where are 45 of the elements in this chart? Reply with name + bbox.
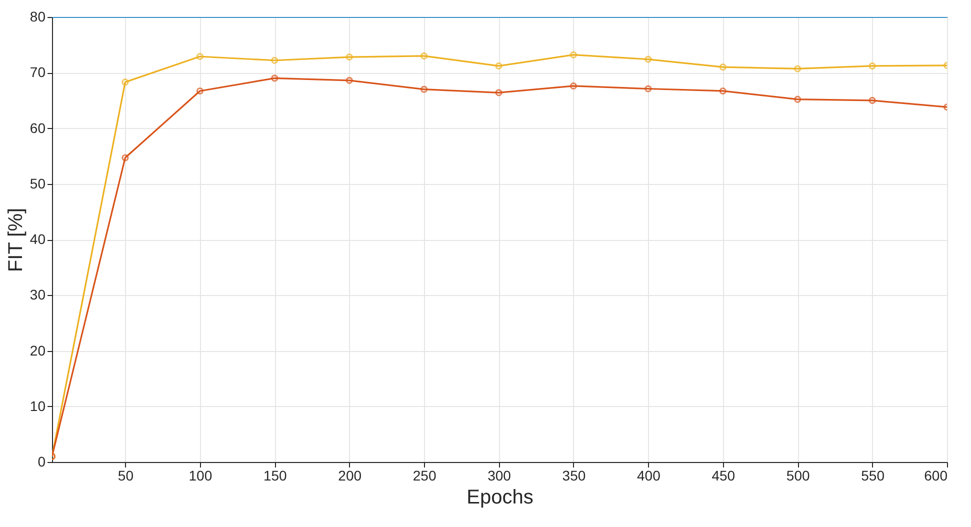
point xyxy=(644,56,652,63)
y-tick-label: 10 xyxy=(30,398,46,414)
point xyxy=(420,52,428,60)
point xyxy=(794,96,802,103)
point xyxy=(271,56,278,64)
x-tick-label: 400 xyxy=(636,468,661,484)
y-tick-label: 30 xyxy=(30,286,46,303)
point xyxy=(271,74,278,82)
y-tick-label: 60 xyxy=(30,120,46,136)
point xyxy=(644,85,652,92)
x-tick-label: 550 xyxy=(861,468,885,484)
x-tick-label: 200 xyxy=(338,468,362,484)
point xyxy=(122,78,129,86)
point xyxy=(719,87,726,95)
x-tick-label: 50 xyxy=(118,468,134,484)
x-tick-label: 300 xyxy=(488,468,512,484)
x-axis-title: Epochs xyxy=(466,486,534,508)
x-tick-label: 150 xyxy=(263,468,288,484)
point xyxy=(420,86,428,93)
point xyxy=(719,64,726,71)
point xyxy=(122,154,129,162)
y-tick-label: 50 xyxy=(30,175,46,192)
y-tick-label: 70 xyxy=(30,64,46,80)
x-tick-label: 100 xyxy=(188,468,212,484)
x-tick-label: 500 xyxy=(786,468,810,484)
point xyxy=(868,62,876,70)
y-tick-label: 0 xyxy=(38,454,46,470)
point xyxy=(196,52,204,60)
point xyxy=(495,89,502,96)
x-tick-label: 450 xyxy=(712,468,736,484)
x-tick-label: 250 xyxy=(412,468,436,484)
point xyxy=(346,76,353,84)
point xyxy=(346,54,353,61)
point xyxy=(868,96,876,104)
x-tick-label: 600 xyxy=(924,468,948,484)
point xyxy=(495,62,502,70)
y-tick-label: 80 xyxy=(30,8,46,24)
y-tick-label: 20 xyxy=(30,342,46,358)
point xyxy=(570,82,577,90)
y-axis-title: FIT [%] xyxy=(4,208,27,272)
x-tick-label: 350 xyxy=(562,468,586,484)
point xyxy=(794,65,802,72)
y-tick-label: 40 xyxy=(30,231,46,247)
point xyxy=(196,87,204,95)
point xyxy=(570,51,577,58)
